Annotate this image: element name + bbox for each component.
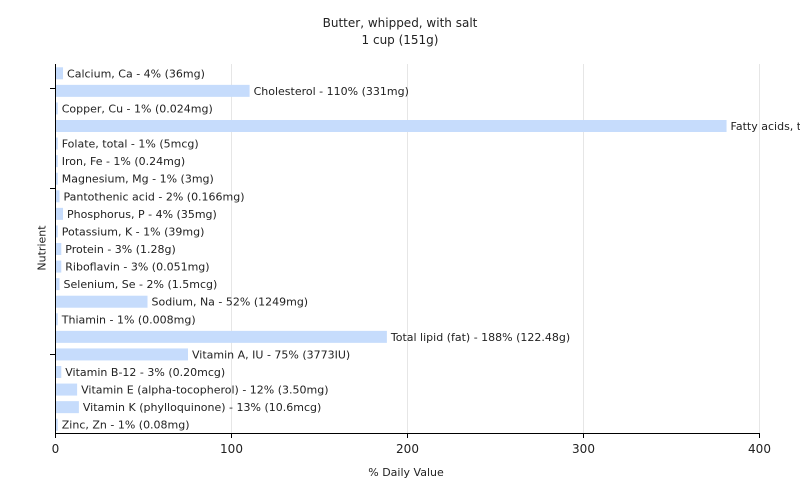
- bar-label-19: Vitamin K (phylloquinone) - 13% (10.6mcg…: [83, 401, 321, 414]
- bar-label-20: Zinc, Zn - 1% (0.08mg): [62, 419, 190, 432]
- bar-13: [56, 295, 148, 308]
- x-tick-label-2: 200: [396, 442, 419, 456]
- chart-subtitle: 1 cup (151g): [361, 33, 439, 47]
- bar-16: [56, 348, 188, 361]
- bar-label-9: Potassium, K - 1% (39mg): [62, 225, 205, 238]
- bar-label-13: Sodium, Na - 52% (1249mg): [152, 296, 309, 309]
- bar-label-15: Total lipid (fat) - 188% (122.48g): [390, 331, 570, 344]
- bar-17: [56, 366, 62, 378]
- x-tick-label-0: 0: [52, 442, 60, 456]
- bar-8: [56, 207, 64, 220]
- x-tick-label-3: 300: [572, 442, 595, 456]
- bar-label-0: Calcium, Ca - 4% (36mg): [67, 67, 205, 80]
- bar-label-3: Fatty acids, total saturated - 381% (76.…: [731, 120, 800, 133]
- bar-4: [56, 137, 58, 150]
- bar-18: [56, 383, 78, 396]
- bar-label-10: Protein - 3% (1.28g): [65, 243, 176, 256]
- bar-label-14: Thiamin - 1% (0.008mg): [61, 313, 196, 326]
- bar-10: [56, 243, 62, 255]
- bar-label-16: Vitamin A, IU - 75% (3773IU): [192, 348, 350, 361]
- chart-title: Butter, whipped, with salt: [322, 16, 478, 30]
- bar-label-12: Selenium, Se - 2% (1.5mcg): [64, 278, 218, 291]
- bar-label-6: Magnesium, Mg - 1% (3mg): [62, 173, 214, 186]
- bar-7: [56, 190, 60, 203]
- bar-0: [56, 67, 64, 80]
- bar-12: [56, 278, 60, 291]
- bar-9: [56, 225, 58, 238]
- bar-3: [56, 120, 727, 132]
- bar-label-18: Vitamin E (alpha-tocopherol) - 12% (3.50…: [81, 384, 328, 397]
- bar-15: [56, 330, 387, 343]
- bar-6: [56, 172, 58, 185]
- bar-label-17: Vitamin B-12 - 3% (0.20mcg): [65, 366, 225, 379]
- bar-20: [56, 418, 58, 431]
- bar-1: [56, 84, 250, 97]
- bar-2: [56, 102, 58, 115]
- bar-label-5: Iron, Fe - 1% (0.24mg): [62, 155, 185, 168]
- bar-19: [56, 401, 79, 414]
- bar-label-8: Phosphorus, P - 4% (35mg): [67, 208, 217, 221]
- bar-label-4: Folate, total - 1% (5mcg): [62, 138, 199, 151]
- bar-label-7: Pantothenic acid - 2% (0.166mg): [64, 190, 245, 203]
- bar-label-2: Copper, Cu - 1% (0.024mg): [62, 102, 213, 115]
- bar-11: [56, 260, 62, 273]
- x-axis-label: % Daily Value: [368, 466, 444, 479]
- bar-label-1: Cholesterol - 110% (331mg): [254, 85, 409, 98]
- x-tick-label-1: 100: [220, 442, 243, 456]
- x-tick-label-4: 400: [748, 442, 771, 456]
- bar-label-11: Riboflavin - 3% (0.051mg): [65, 261, 209, 274]
- bar-14: [56, 313, 58, 326]
- bar-5: [56, 155, 58, 168]
